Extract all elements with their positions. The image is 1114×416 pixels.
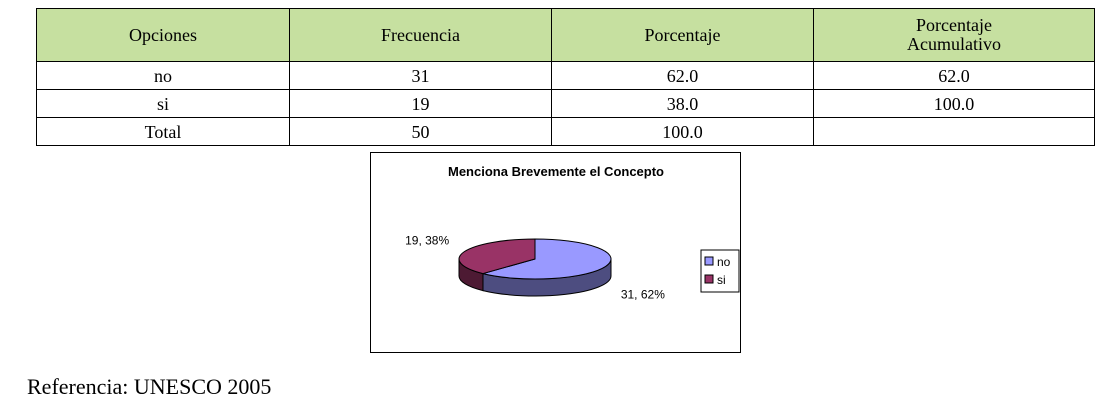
- cell-acumulativo: 100.0: [813, 89, 1095, 118]
- table-row: Total 50 100.0: [36, 117, 1095, 146]
- legend-swatch-si: [704, 274, 714, 284]
- legend-swatch-no: [704, 256, 714, 266]
- cell-acumulativo: [813, 117, 1095, 146]
- legend-label-si: si: [717, 273, 726, 287]
- legend-label-no: no: [717, 255, 731, 269]
- header-frecuencia: Frecuencia: [289, 8, 552, 62]
- header-opciones: Opciones: [36, 8, 290, 62]
- table-header-row: Opciones Frecuencia Porcentaje Porcentaj…: [36, 8, 1095, 62]
- cell-acumulativo: 62.0: [813, 61, 1095, 90]
- cell-frecuencia: 19: [289, 89, 552, 118]
- header-porcentaje: Porcentaje: [551, 8, 814, 62]
- header-porcentaje-acumulativo: Porcentaje Acumulativo: [813, 8, 1095, 62]
- table-row: no 31 62.0 62.0: [36, 61, 1095, 90]
- cell-frecuencia: 50: [289, 117, 552, 146]
- cell-opcion: Total: [36, 117, 290, 146]
- chart-title: Menciona Brevemente el Concepto: [448, 164, 664, 179]
- reference-text: Referencia: UNESCO 2005: [27, 374, 272, 399]
- table-row: si 19 38.0 100.0: [36, 89, 1095, 118]
- chart-legend: no si: [700, 249, 740, 293]
- data-label-no: 31, 62%: [621, 287, 665, 301]
- pie-slice-si: [458, 238, 536, 275]
- data-label-si: 19, 38%: [405, 234, 449, 248]
- cell-porcentaje: 62.0: [551, 61, 814, 90]
- pie-chart: Menciona Brevemente el Concepto 31, 62% 1…: [370, 152, 741, 353]
- cell-porcentaje: 38.0: [551, 89, 814, 118]
- cell-opcion: no: [36, 61, 290, 90]
- cell-frecuencia: 31: [289, 61, 552, 90]
- cell-porcentaje: 100.0: [551, 117, 814, 146]
- pie-slice-no: [481, 238, 612, 280]
- pie-chart-canvas: Menciona Brevemente el Concepto 31, 62% 1…: [405, 164, 740, 302]
- pie-slices: [458, 238, 612, 297]
- cell-opcion: si: [36, 89, 290, 118]
- frequency-table: Opciones Frecuencia Porcentaje Porcentaj…: [36, 8, 1095, 146]
- pie-data-labels: 31, 62% 19, 38%: [405, 234, 665, 302]
